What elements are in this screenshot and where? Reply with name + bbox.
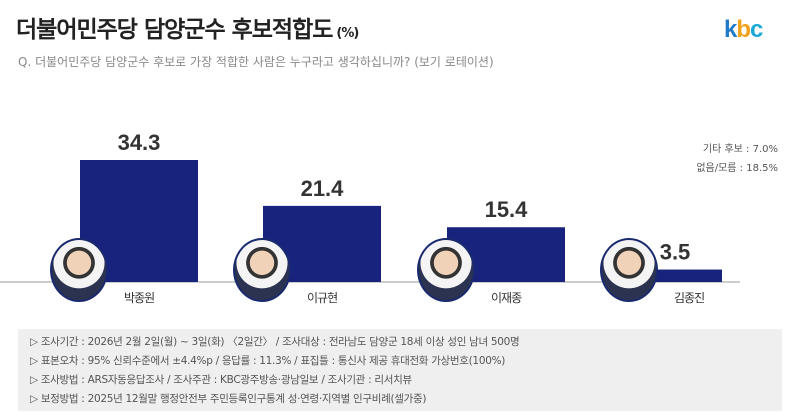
note-other: 기타 후보 : 7.0%	[702, 144, 778, 155]
candidate-photo	[233, 238, 291, 302]
footer-line: ▷ 표본오차 : 95% 신뢰수준에서 ±4.4%p / 응답률 : 11.3%…	[30, 355, 506, 367]
footer-line: ▷ 보정방법 : 2025년 12월말 행정안전부 주민등록인구통계 성·연령·…	[30, 393, 427, 405]
bar-chart: 34.3 21.4 15.4 3.5	[0, 130, 740, 283]
value-label: 15.4	[485, 197, 529, 222]
page-title: 더불어민주당 담양군수 후보적합도 (%)	[16, 10, 359, 44]
survey-info: ▷ 조사기간 : 2026년 2월 2일(월) ~ 3일(화) 〈2일간〉 / …	[18, 329, 782, 411]
category-label: 이재종	[491, 291, 522, 305]
title-text: 더불어민주당 담양군수 후보적합도	[16, 17, 333, 43]
footer-line: ▷ 조사기간 : 2026년 2월 2일(월) ~ 3일(화) 〈2일간〉 / …	[30, 336, 520, 348]
note-none: 없음/모름 : 18.5%	[696, 163, 778, 174]
category-label: 박종원	[124, 291, 155, 305]
candidate-photo	[50, 238, 108, 302]
category-label: 김종진	[674, 291, 705, 305]
candidate-photo	[417, 238, 475, 302]
title-unit: (%)	[336, 26, 359, 41]
value-label: 21.4	[301, 176, 345, 201]
footer-line: ▷ 조사방법 : ARS자동응답조사 / 조사주관 : KBC광주방송·광남일보…	[30, 374, 412, 386]
category-label: 이규현	[307, 291, 338, 305]
value-label: 34.3	[118, 130, 161, 155]
question-text: Q. 더불어민주당 담양군수 후보로 가장 적합한 사람은 누구라고 생각하십니…	[18, 55, 494, 69]
kbc-logo: kbc	[724, 16, 763, 43]
candidate-photo	[600, 238, 658, 302]
value-label: 3.5	[660, 240, 691, 265]
